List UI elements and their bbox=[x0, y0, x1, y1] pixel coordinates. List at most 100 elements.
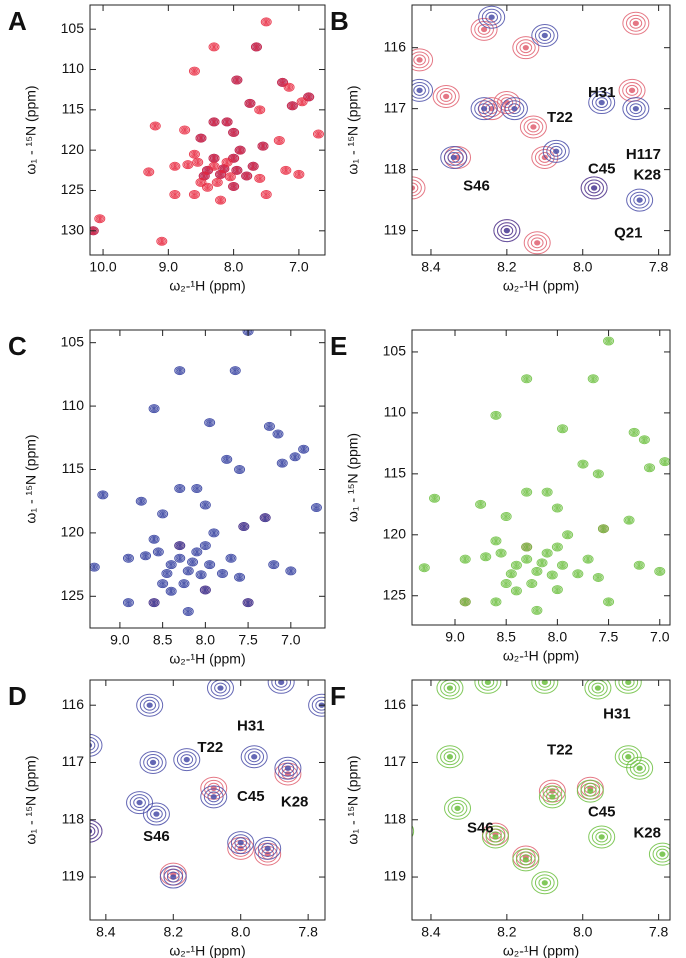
contour bbox=[254, 105, 266, 115]
contour bbox=[191, 192, 198, 197]
contour bbox=[470, 97, 498, 121]
contour bbox=[655, 567, 664, 575]
contour bbox=[418, 563, 430, 573]
peak bbox=[557, 560, 568, 570]
contour bbox=[209, 118, 219, 126]
contour bbox=[263, 516, 267, 519]
contour bbox=[167, 561, 176, 568]
contour bbox=[211, 177, 223, 187]
peak bbox=[174, 553, 186, 563]
contour bbox=[241, 171, 253, 181]
contour bbox=[544, 550, 550, 556]
peak-annotation: C45 bbox=[588, 161, 616, 178]
contour bbox=[628, 427, 640, 437]
peak bbox=[90, 562, 100, 572]
contour bbox=[454, 805, 461, 812]
contour bbox=[146, 757, 160, 768]
contour bbox=[196, 160, 200, 164]
contour bbox=[254, 173, 266, 183]
peak bbox=[310, 503, 322, 513]
y-axis-label: ω₁ - ¹⁵N (ppm) bbox=[23, 85, 39, 174]
contour bbox=[508, 571, 515, 577]
contour bbox=[587, 788, 594, 794]
contour bbox=[185, 162, 191, 167]
peak bbox=[298, 444, 310, 454]
contour bbox=[494, 414, 498, 417]
contour bbox=[231, 367, 240, 374]
x-tick-label: 9.0 bbox=[445, 629, 465, 645]
contour bbox=[478, 680, 498, 691]
peak bbox=[272, 429, 284, 439]
peak bbox=[577, 459, 589, 469]
peak bbox=[418, 563, 430, 573]
contour bbox=[202, 174, 206, 178]
contour bbox=[175, 554, 184, 562]
contour bbox=[169, 563, 173, 566]
contour bbox=[510, 560, 522, 570]
contour bbox=[129, 794, 150, 811]
contour bbox=[447, 151, 461, 163]
contour bbox=[564, 532, 571, 538]
peak-annotation: C45 bbox=[237, 788, 265, 805]
contour bbox=[563, 531, 572, 539]
peak bbox=[148, 404, 160, 414]
contour bbox=[553, 504, 562, 512]
contour bbox=[508, 103, 521, 115]
peak-annotation: C45 bbox=[588, 803, 616, 820]
contour bbox=[204, 184, 211, 190]
peak bbox=[126, 791, 154, 815]
contour bbox=[100, 492, 106, 498]
contour bbox=[143, 167, 155, 177]
contour bbox=[589, 375, 598, 383]
contour bbox=[478, 5, 506, 29]
x-tick-label: 8.0 bbox=[231, 924, 251, 940]
peak bbox=[211, 177, 223, 187]
peak bbox=[470, 97, 498, 121]
panel-letter: C bbox=[8, 331, 27, 361]
contour bbox=[190, 67, 199, 75]
x-tick-label: 8.4 bbox=[421, 259, 441, 275]
contour bbox=[503, 227, 510, 234]
contour bbox=[235, 78, 239, 82]
contour bbox=[290, 453, 300, 461]
contour bbox=[90, 226, 99, 236]
contour bbox=[553, 148, 560, 155]
contour bbox=[470, 17, 498, 41]
contour bbox=[412, 51, 430, 69]
contour bbox=[232, 131, 236, 134]
contour bbox=[159, 238, 165, 244]
peak bbox=[557, 424, 568, 434]
contour bbox=[429, 493, 441, 503]
contour bbox=[636, 765, 643, 771]
contour bbox=[494, 539, 498, 543]
peak bbox=[512, 36, 540, 60]
contour bbox=[554, 544, 561, 550]
peak bbox=[531, 680, 559, 694]
contour bbox=[224, 159, 230, 165]
contour bbox=[555, 588, 559, 591]
contour bbox=[625, 754, 632, 760]
contour bbox=[521, 554, 533, 564]
plot-frame bbox=[411, 4, 671, 256]
contour bbox=[641, 437, 648, 443]
contour bbox=[551, 503, 563, 513]
contour bbox=[153, 124, 157, 128]
contour bbox=[245, 600, 251, 605]
peak bbox=[191, 547, 203, 557]
peak bbox=[208, 117, 220, 127]
contour bbox=[147, 170, 151, 174]
peak bbox=[227, 831, 255, 855]
contour bbox=[298, 444, 310, 454]
x-axis-label: ω₂-¹H (ppm) bbox=[169, 278, 245, 294]
contour bbox=[395, 826, 407, 836]
contour bbox=[199, 585, 211, 595]
contour bbox=[248, 102, 252, 105]
contour bbox=[205, 419, 214, 426]
contour bbox=[557, 424, 568, 434]
plot-frame bbox=[89, 679, 326, 921]
y-axis-label: ω₁ - ¹⁵N (ppm) bbox=[23, 434, 39, 523]
contour bbox=[559, 562, 566, 568]
peak bbox=[614, 745, 642, 769]
contour bbox=[278, 680, 285, 685]
contour bbox=[157, 509, 169, 519]
